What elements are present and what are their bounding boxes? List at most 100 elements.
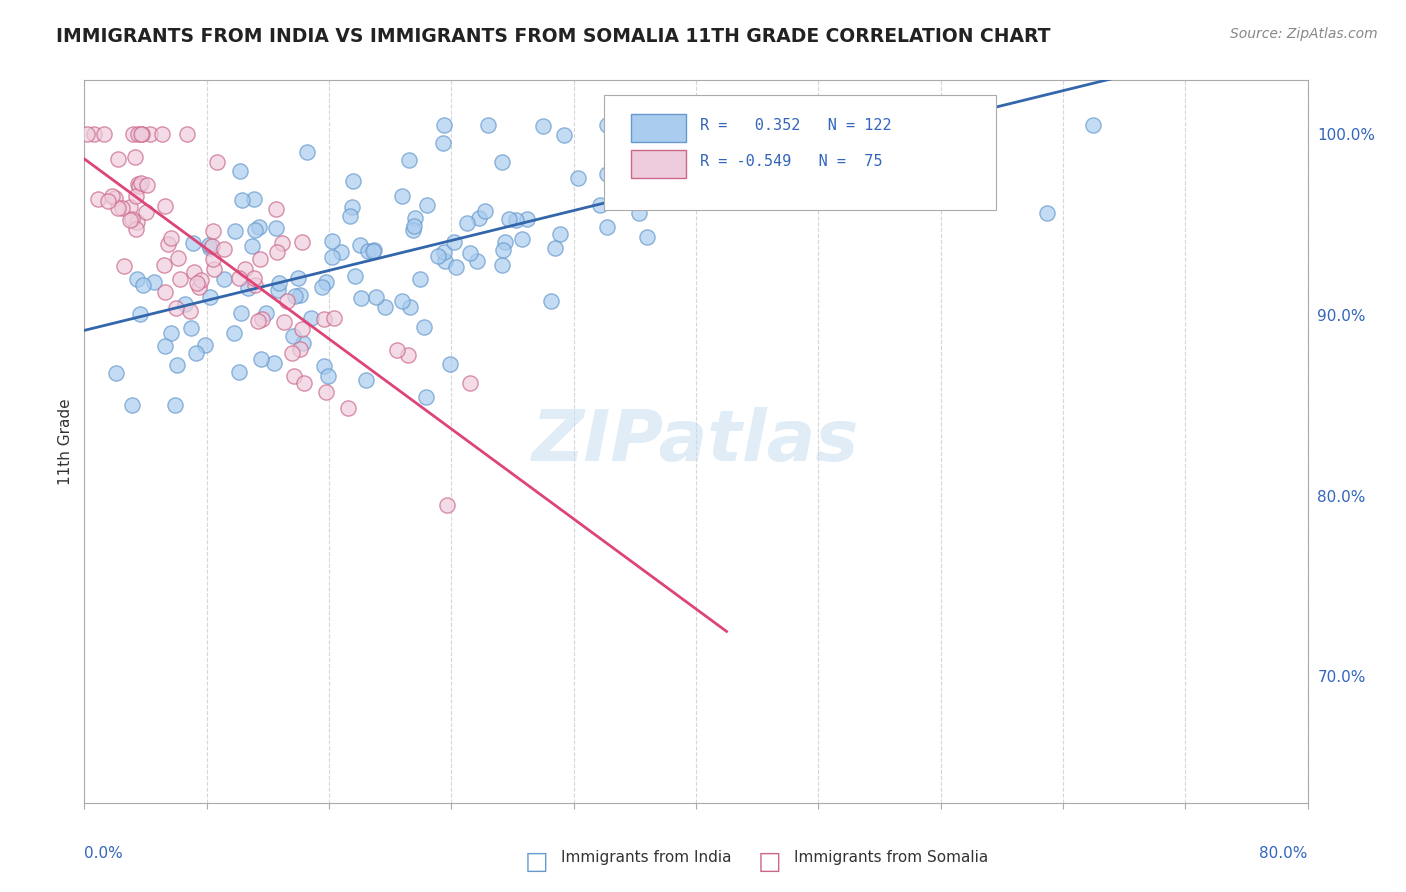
Point <box>242 270 264 285</box>
Point <box>491 155 513 169</box>
Point <box>416 198 439 212</box>
Point <box>468 211 491 225</box>
Point <box>169 272 191 286</box>
Point <box>250 351 273 366</box>
Text: IMMIGRANTS FROM INDIA VS IMMIGRANTS FROM SOMALIA 11TH GRADE CORRELATION CHART: IMMIGRANTS FROM INDIA VS IMMIGRANTS FROM… <box>56 27 1050 45</box>
Point <box>636 229 658 244</box>
Point <box>135 205 157 219</box>
Point <box>1083 119 1105 133</box>
Point <box>247 220 270 235</box>
Point <box>312 359 335 374</box>
Point <box>229 305 252 319</box>
Point <box>184 346 207 360</box>
Point <box>465 253 488 268</box>
Point <box>128 179 150 194</box>
Point <box>655 119 678 133</box>
FancyBboxPatch shape <box>605 95 995 211</box>
Point <box>284 289 307 303</box>
Point <box>477 119 499 133</box>
Point <box>180 321 202 335</box>
Point <box>494 235 516 250</box>
Point <box>415 390 437 404</box>
Point <box>107 152 129 166</box>
Point <box>114 259 136 273</box>
Text: R =   0.352   N = 122: R = 0.352 N = 122 <box>700 119 891 133</box>
Point <box>194 338 217 352</box>
Point <box>229 163 252 178</box>
Point <box>323 310 346 325</box>
Point <box>290 288 312 302</box>
Point <box>443 235 465 249</box>
Point <box>263 356 285 370</box>
Point <box>628 181 651 195</box>
Point <box>254 306 277 320</box>
Point <box>374 300 396 314</box>
Point <box>665 119 688 133</box>
Point <box>589 198 612 212</box>
Point <box>596 167 619 181</box>
Point <box>596 119 619 133</box>
Point <box>152 258 174 272</box>
Point <box>120 200 142 214</box>
Point <box>291 322 314 336</box>
Point <box>292 376 315 390</box>
Point <box>127 214 149 228</box>
Point <box>321 235 343 249</box>
Point <box>458 246 481 260</box>
Point <box>492 244 515 258</box>
Point <box>627 205 650 219</box>
Point <box>120 213 142 227</box>
Point <box>728 137 751 152</box>
Point <box>266 244 288 259</box>
Point <box>202 261 225 276</box>
Point <box>402 222 425 236</box>
Point <box>505 213 527 227</box>
Point <box>673 178 696 192</box>
Point <box>201 252 224 266</box>
Point <box>567 171 589 186</box>
Point <box>315 275 337 289</box>
Point <box>107 201 129 215</box>
Point <box>243 278 266 293</box>
Point <box>249 252 271 267</box>
Point <box>197 237 219 252</box>
Point <box>287 270 309 285</box>
Point <box>150 128 173 142</box>
Point <box>97 194 120 208</box>
Y-axis label: 11th Grade: 11th Grade <box>58 398 73 485</box>
Point <box>350 291 373 305</box>
Point <box>121 128 143 142</box>
Point <box>516 212 538 227</box>
Point <box>474 203 496 218</box>
Point <box>540 294 562 309</box>
Point <box>228 271 250 285</box>
Point <box>385 343 408 358</box>
Text: Immigrants from India: Immigrants from India <box>561 850 733 864</box>
Point <box>165 301 187 316</box>
Point <box>153 338 176 352</box>
Point <box>295 145 318 159</box>
Point <box>127 177 149 191</box>
Point <box>228 365 250 379</box>
Point <box>207 155 229 169</box>
Text: 0.0%: 0.0% <box>84 847 124 861</box>
Point <box>153 285 176 300</box>
FancyBboxPatch shape <box>631 151 686 178</box>
Point <box>93 128 115 142</box>
Point <box>129 307 152 321</box>
Point <box>458 376 481 391</box>
Point <box>143 276 166 290</box>
Point <box>342 200 364 214</box>
Point <box>456 216 478 230</box>
Point <box>531 120 554 134</box>
Point <box>1035 206 1057 220</box>
Point <box>76 128 98 142</box>
Point <box>264 202 287 217</box>
Point <box>596 220 619 235</box>
Point <box>491 259 513 273</box>
Text: 80.0%: 80.0% <box>1260 847 1308 861</box>
Point <box>139 128 162 142</box>
Point <box>299 310 322 325</box>
Point <box>125 189 148 203</box>
Point <box>363 244 385 258</box>
